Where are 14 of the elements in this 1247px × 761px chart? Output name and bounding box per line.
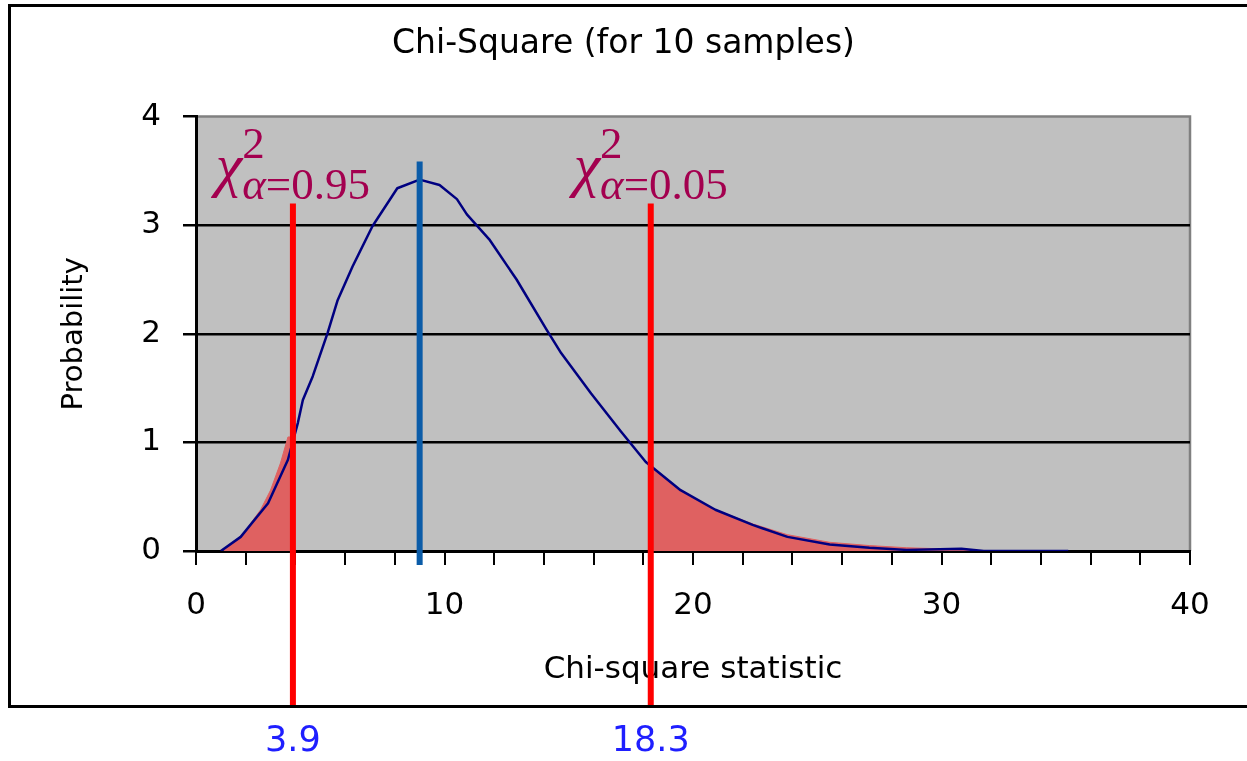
y-axis-title: Probability [54,257,89,411]
x-tick-label: 30 [921,584,962,621]
chart-title: Chi-Square (for 10 samples) [392,22,855,62]
x-tick-label: 10 [424,584,465,621]
y-tick-label: 1 [141,421,161,458]
ref-line-label: 18.3 [611,719,690,760]
x-tick-label: 0 [186,584,206,621]
y-tick-label: 0 [141,530,161,567]
x-tick-label: 20 [673,584,713,621]
x-tick-label: 40 [1170,584,1210,621]
y-tick-label: 3 [141,204,161,241]
ref-line-label: 3.9 [265,719,321,760]
y-tick-label: 4 [141,95,161,132]
y-tick-label: 2 [141,312,161,349]
